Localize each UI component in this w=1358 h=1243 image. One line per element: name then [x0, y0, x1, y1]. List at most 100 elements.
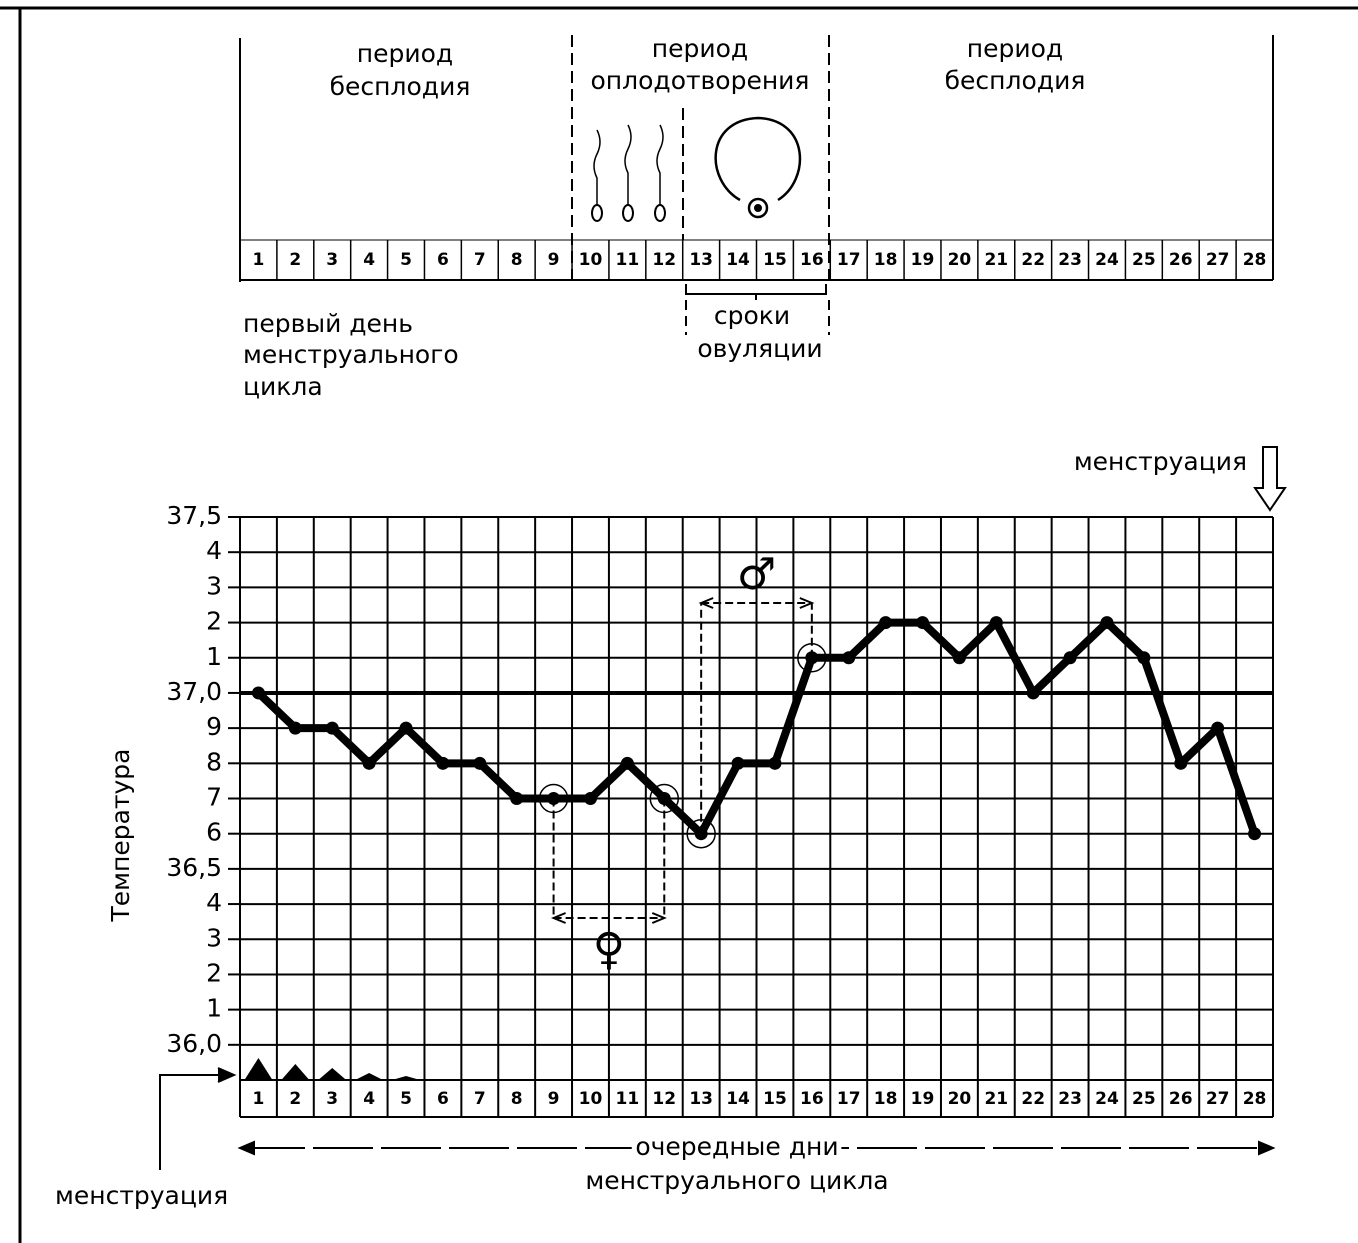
day-label: 19 [911, 250, 935, 270]
day-label: 6 [437, 250, 449, 270]
day-label: 16 [800, 250, 824, 270]
point [694, 827, 708, 841]
bracket [552, 798, 666, 919]
period-label: бесплодия [330, 72, 471, 101]
menstruation-mark [355, 1073, 384, 1080]
point [436, 756, 450, 770]
bracket [700, 602, 813, 834]
point [989, 616, 1003, 630]
x-tick-label: 14 [726, 1089, 750, 1109]
day-label: 10 [579, 250, 603, 270]
day-label: 22 [1021, 250, 1045, 270]
point [952, 651, 966, 665]
day-label: 23 [1058, 250, 1082, 270]
point [325, 721, 339, 735]
x-tick-label: 13 [689, 1089, 713, 1109]
x-tick-label: 5 [400, 1089, 412, 1109]
bracket-arrows [550, 912, 667, 924]
x-tick-label: 21 [984, 1089, 1008, 1109]
point [620, 756, 634, 770]
point [731, 756, 745, 770]
point [399, 721, 413, 735]
point [510, 792, 524, 805]
point [657, 792, 671, 805]
y-tick-label: 8 [206, 747, 222, 776]
point [251, 686, 265, 700]
temperature-line [255, 618, 1259, 838]
x-tick-label: 16 [800, 1089, 824, 1109]
point [473, 756, 487, 770]
x-tick-label: 25 [1132, 1089, 1156, 1109]
x-tick-label: 11 [616, 1089, 640, 1109]
day-label: 24 [1095, 250, 1119, 270]
y-tick-label: 1 [206, 642, 222, 671]
day-label: 1 [253, 250, 265, 270]
point [1211, 721, 1225, 735]
arrows [159, 446, 1287, 1170]
x-tick-label: 26 [1169, 1089, 1193, 1109]
x-tick-label: 10 [579, 1089, 603, 1109]
y-tick-label: 6 [206, 818, 222, 847]
menstruation-mark [244, 1058, 273, 1080]
x-tick-label: 28 [1243, 1089, 1267, 1109]
x-tick-label: 15 [763, 1089, 787, 1109]
y-tick-label: 2 [206, 607, 222, 636]
day-label: 17 [837, 250, 861, 270]
x-tick-label: 22 [1021, 1089, 1045, 1109]
point [1174, 756, 1188, 770]
x-tick-label: 20 [948, 1089, 972, 1109]
marked-day [797, 643, 827, 673]
point [1063, 651, 1077, 665]
marked-day [538, 783, 569, 814]
y-tick-label: 36,5 [166, 853, 222, 882]
y-tick-label: 37,0 [166, 677, 222, 706]
x-tick-label: 4 [363, 1089, 375, 1109]
day-label: 4 [363, 250, 375, 270]
period-label: период [357, 39, 453, 68]
x-tick-label: 1 [253, 1089, 265, 1109]
day-label: 13 [689, 250, 713, 270]
first-day-label: первый день [243, 309, 413, 338]
y-tick-label: 37,5 [166, 501, 222, 530]
day-label: 7 [474, 250, 486, 270]
y-tick-label: 36,0 [166, 1029, 222, 1058]
x-tick-label: 8 [511, 1089, 523, 1109]
y-tick-label: 2 [206, 958, 222, 987]
day-label: 26 [1169, 250, 1193, 270]
x-tick-label: 3 [326, 1089, 338, 1109]
x-axis-label: менструального цикла [585, 1166, 888, 1195]
x-axis-label: очередные дни [635, 1132, 838, 1161]
y-tick-label: 7 [206, 783, 222, 812]
menstruation-mark [392, 1076, 421, 1080]
point [1137, 651, 1151, 665]
x-tick-label: 12 [652, 1089, 676, 1109]
x-tick-label: 27 [1206, 1089, 1230, 1109]
day-label: 9 [548, 250, 560, 270]
day-label: 20 [948, 250, 972, 270]
x-tick-label: 9 [548, 1089, 560, 1109]
ovulation-label: овуляции [697, 334, 822, 363]
period-label: период [967, 34, 1063, 63]
y-tick-label: 1 [206, 994, 222, 1023]
first-day-label: менструального [243, 340, 459, 369]
x-tick-label: 24 [1095, 1089, 1119, 1109]
day-label: 18 [874, 250, 898, 270]
menstruation-label: менструация [55, 1181, 228, 1210]
x-tick-label: 19 [911, 1089, 935, 1109]
day-label: 12 [652, 250, 676, 270]
x-tick-label: 17 [837, 1089, 861, 1109]
menstruation-mark [318, 1068, 347, 1080]
point [1026, 686, 1040, 700]
sex-symbol: ♀ [593, 924, 625, 975]
day-label: 8 [511, 250, 523, 270]
first-day-label: цикла [243, 372, 323, 401]
period-label: период [652, 34, 748, 63]
y-tick-label: 9 [206, 712, 222, 741]
point [916, 616, 930, 630]
period-label: бесплодия [945, 66, 1086, 95]
marked-day [649, 783, 680, 814]
x-tick-label: 7 [474, 1089, 486, 1109]
point [547, 792, 561, 805]
